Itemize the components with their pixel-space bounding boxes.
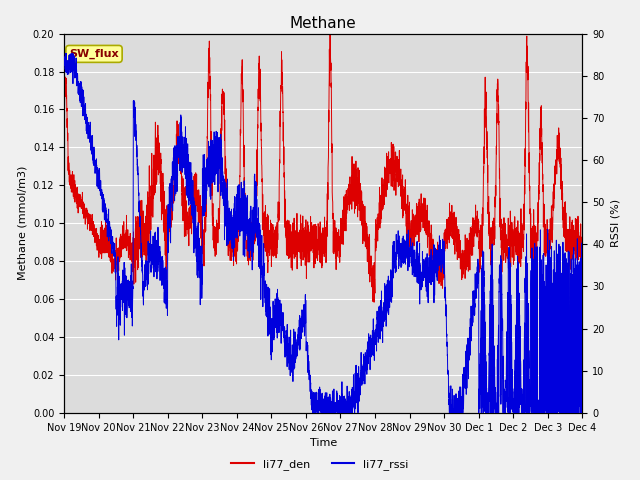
Title: Methane: Methane [290,16,356,31]
X-axis label: Time: Time [310,438,337,448]
Text: SW_flux: SW_flux [69,49,119,59]
Legend: li77_den, li77_rssi: li77_den, li77_rssi [227,455,413,474]
Y-axis label: RSSI (%): RSSI (%) [610,199,620,247]
Y-axis label: Methane (mmol/m3): Methane (mmol/m3) [17,166,28,280]
